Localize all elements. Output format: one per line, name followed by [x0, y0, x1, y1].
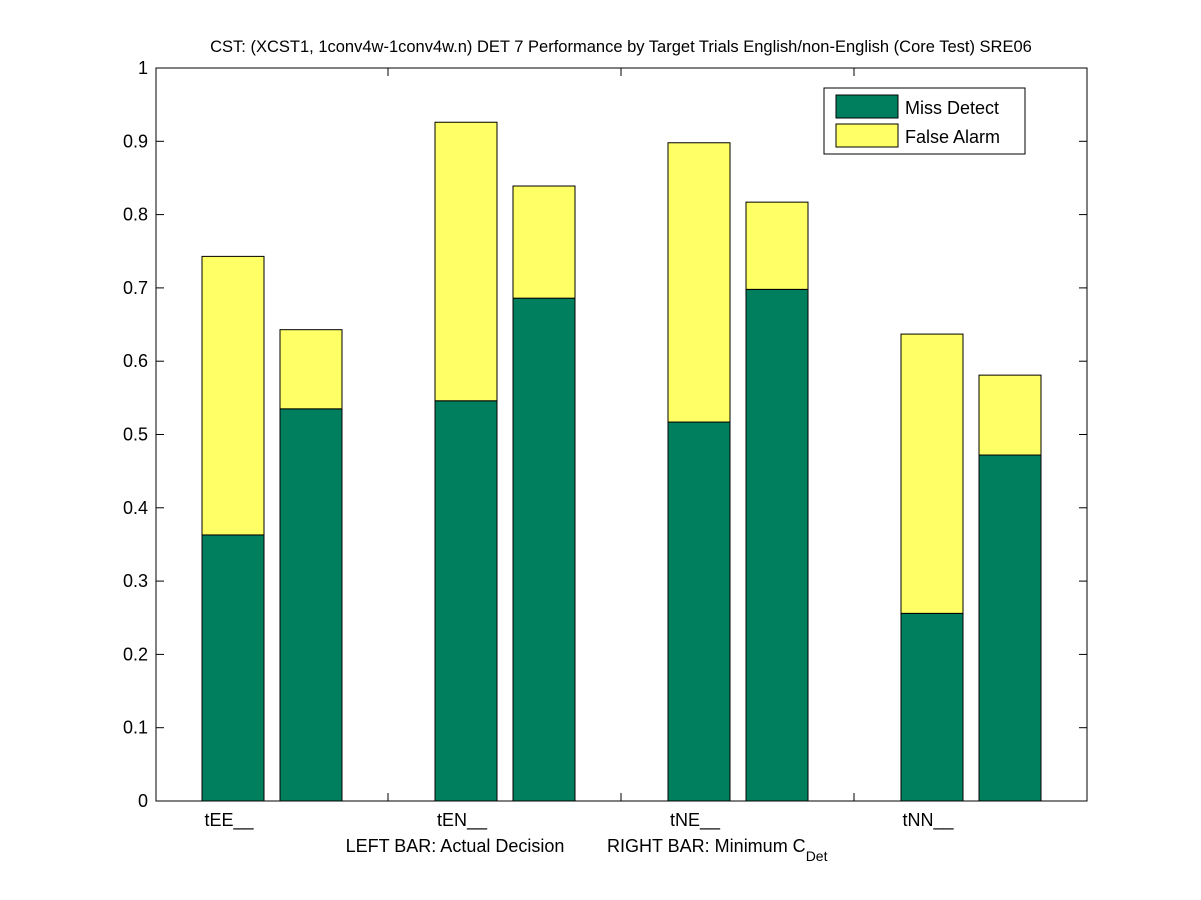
y-tick-label: 0 — [138, 791, 148, 811]
bar-tee-minimum-miss-detect — [279, 408, 343, 802]
y-tick-label: 0.6 — [123, 351, 148, 371]
y-tick-label: 0.8 — [123, 205, 148, 225]
legend-swatch-miss-detect — [835, 94, 899, 119]
bar-tee-actual-miss-detect — [201, 534, 265, 802]
y-tick-label: 0.1 — [123, 718, 148, 738]
legend-label-miss-detect: Miss Detect — [905, 98, 999, 118]
y-tick-label: 0.5 — [123, 425, 148, 445]
bar-tne-actual-miss-detect — [667, 421, 731, 802]
y-tick-label: 0.3 — [123, 571, 148, 591]
bar-tnn-actual-false-alarm — [900, 333, 964, 614]
x-tick-label: tEN__ — [437, 810, 488, 831]
chart-title: CST: (XCST1, 1conv4w-1conv4w.n) DET 7 Pe… — [210, 38, 1032, 56]
bar-ten-actual-false-alarm — [434, 121, 498, 402]
y-tick-label: 1 — [138, 58, 148, 78]
bar-ten-minimum-false-alarm — [512, 185, 576, 299]
bar-ten-minimum-miss-detect — [512, 297, 576, 802]
legend-label-false-alarm: False Alarm — [905, 127, 1000, 147]
bar-tnn-minimum-false-alarm — [978, 374, 1042, 456]
bar-tnn-minimum-miss-detect — [978, 454, 1042, 802]
bar-tee-minimum-false-alarm — [279, 329, 343, 410]
x-tick-label: tNE__ — [670, 810, 721, 831]
y-tick-label: 0.4 — [123, 498, 148, 518]
xlabel-left: LEFT BAR: Actual Decision — [346, 836, 565, 856]
y-tick-label: 0.9 — [123, 131, 148, 151]
bar-tne-minimum-miss-detect — [745, 288, 809, 802]
bar-ten-actual-miss-detect — [434, 400, 498, 802]
x-tick-label: tNN__ — [902, 810, 954, 831]
y-tick-label: 0.2 — [123, 644, 148, 664]
bar-tne-minimum-false-alarm — [745, 201, 809, 290]
xlabel-right: RIGHT BAR: Minimum CDet — [607, 836, 828, 864]
bar-tnn-actual-miss-detect — [900, 612, 964, 802]
legend-swatch-false-alarm — [835, 123, 899, 148]
bar-tee-actual-false-alarm — [201, 255, 265, 536]
legend: Miss Detect False Alarm — [823, 87, 1026, 155]
y-tick-label: 0.7 — [123, 278, 148, 298]
x-tick-label: tEE__ — [204, 810, 254, 831]
bar-tne-actual-false-alarm — [667, 142, 731, 423]
